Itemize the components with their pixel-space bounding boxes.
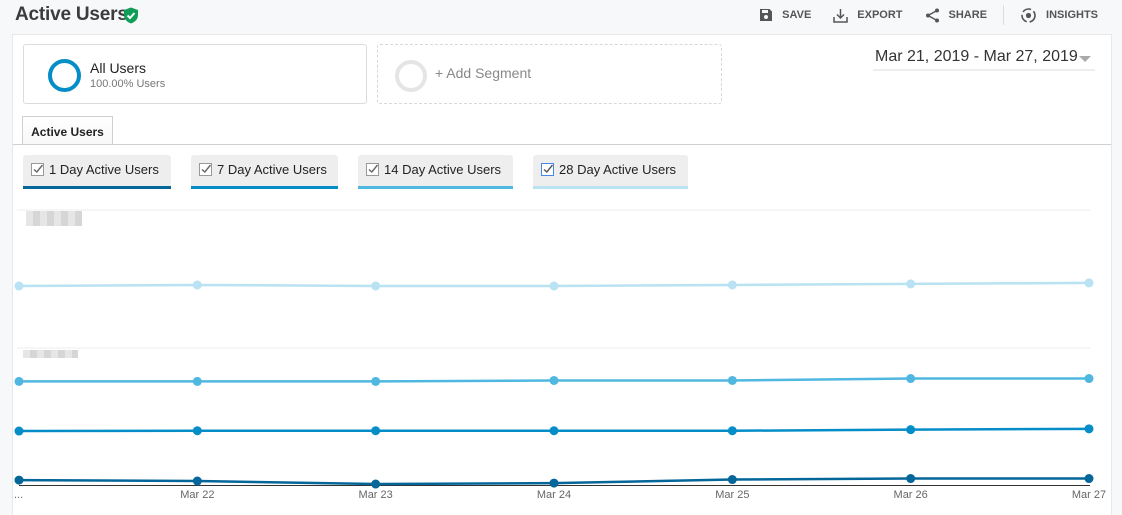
checkbox[interactable] xyxy=(541,163,554,176)
data-point[interactable] xyxy=(906,425,916,435)
metric-color-bar xyxy=(358,186,513,189)
data-point[interactable] xyxy=(371,479,381,489)
data-point[interactable] xyxy=(192,426,202,436)
insights-icon xyxy=(1021,7,1036,23)
export-button[interactable]: EXPORT xyxy=(833,8,903,23)
segment-all-users[interactable]: All Users 100.00% Users xyxy=(23,44,367,104)
metric-label: 28 Day Active Users xyxy=(559,162,677,177)
data-point[interactable] xyxy=(549,375,559,385)
empty-segment-ring-icon xyxy=(395,60,427,92)
data-point[interactable] xyxy=(1084,374,1094,384)
data-point[interactable] xyxy=(1084,278,1094,288)
metric-color-bar xyxy=(23,186,171,189)
y-axis-label-obscured xyxy=(23,350,78,358)
data-point[interactable] xyxy=(727,280,737,290)
x-axis-tick-label: Mar 24 xyxy=(537,489,571,501)
report-panel: All Users 100.00% Users + Add Segment Ma… xyxy=(12,34,1112,515)
data-point[interactable] xyxy=(727,426,737,436)
segment-name: All Users xyxy=(90,60,147,76)
data-point[interactable] xyxy=(549,281,559,291)
y-axis-label-obscured xyxy=(26,211,82,226)
data-point[interactable] xyxy=(1084,474,1094,484)
data-point[interactable] xyxy=(549,426,559,436)
segment-subtitle: 100.00% Users xyxy=(90,78,166,90)
report-actions: SAVE EXPORT SHARE INSIGHTS xyxy=(737,5,1098,25)
x-axis-tick-label: Mar 26 xyxy=(894,489,928,501)
save-icon xyxy=(760,9,773,21)
data-point[interactable] xyxy=(906,374,916,384)
data-point[interactable] xyxy=(906,279,916,289)
data-point[interactable] xyxy=(14,376,24,386)
verified-shield-icon xyxy=(124,7,138,24)
data-point[interactable] xyxy=(727,375,737,385)
data-point[interactable] xyxy=(371,426,381,436)
date-range-picker[interactable]: Mar 21, 2019 - Mar 27, 2019 xyxy=(873,45,1095,71)
checkbox[interactable] xyxy=(366,163,379,176)
export-icon xyxy=(833,8,849,23)
share-button[interactable]: SHARE xyxy=(925,8,988,23)
checkmark-icon xyxy=(368,164,379,174)
chevron-down-icon xyxy=(1079,56,1091,62)
data-point[interactable] xyxy=(14,281,24,291)
metric-label: 1 Day Active Users xyxy=(49,162,159,177)
data-point[interactable] xyxy=(192,280,202,290)
page-title: Active Users xyxy=(15,4,128,25)
data-point[interactable] xyxy=(371,376,381,386)
date-range-label: Mar 21, 2019 - Mar 27, 2019 xyxy=(875,48,1078,65)
data-point[interactable] xyxy=(192,376,202,386)
export-label: EXPORT xyxy=(857,9,903,21)
metric-label: 14 Day Active Users xyxy=(384,162,502,177)
metric-label: 7 Day Active Users xyxy=(217,162,327,177)
data-point[interactable] xyxy=(727,475,737,485)
metric-toggle-1-day[interactable]: 1 Day Active Users xyxy=(23,155,171,189)
data-point[interactable] xyxy=(14,426,24,436)
checkmark-icon xyxy=(201,164,212,174)
x-axis-tick-label: Mar 27 xyxy=(1072,489,1106,501)
segment-ring-icon xyxy=(48,59,81,92)
action-divider xyxy=(1003,5,1005,25)
insights-button[interactable]: INSIGHTS xyxy=(1020,7,1098,24)
share-label: SHARE xyxy=(948,9,988,21)
insights-label: INSIGHTS xyxy=(1046,9,1098,21)
metric-color-bar xyxy=(533,186,688,189)
save-label: SAVE xyxy=(782,9,812,21)
metric-toggle-14-day[interactable]: 14 Day Active Users xyxy=(358,155,513,189)
save-button[interactable]: SAVE xyxy=(759,8,811,22)
checkbox[interactable] xyxy=(199,163,212,176)
add-segment-button[interactable]: + Add Segment xyxy=(377,44,722,104)
x-axis-tick-label: Mar 22 xyxy=(180,489,214,501)
data-point[interactable] xyxy=(192,476,202,486)
x-axis-tick-label: Mar 25 xyxy=(715,489,749,501)
x-axis-tick-label: Mar 23 xyxy=(359,489,393,501)
tab-divider xyxy=(13,144,1111,145)
data-point[interactable] xyxy=(549,478,559,488)
checkmark-icon xyxy=(33,164,44,174)
metric-toggle-7-day[interactable]: 7 Day Active Users xyxy=(191,155,338,189)
tab-active-users[interactable]: Active Users xyxy=(22,116,113,145)
share-icon xyxy=(925,8,939,22)
checkbox[interactable] xyxy=(31,163,44,176)
metric-color-bar xyxy=(191,186,338,189)
x-axis-tick-label: ... xyxy=(14,489,23,501)
data-point[interactable] xyxy=(906,474,916,484)
data-point[interactable] xyxy=(1084,424,1094,434)
checkmark-icon xyxy=(543,164,554,174)
data-point[interactable] xyxy=(371,281,381,291)
data-point[interactable] xyxy=(14,475,24,485)
report-header: Active Users SAVE EXPORT SHARE INSIGHTS xyxy=(0,0,1122,32)
add-segment-label: + Add Segment xyxy=(435,65,532,81)
metric-toggle-28-day[interactable]: 28 Day Active Users xyxy=(533,155,688,189)
